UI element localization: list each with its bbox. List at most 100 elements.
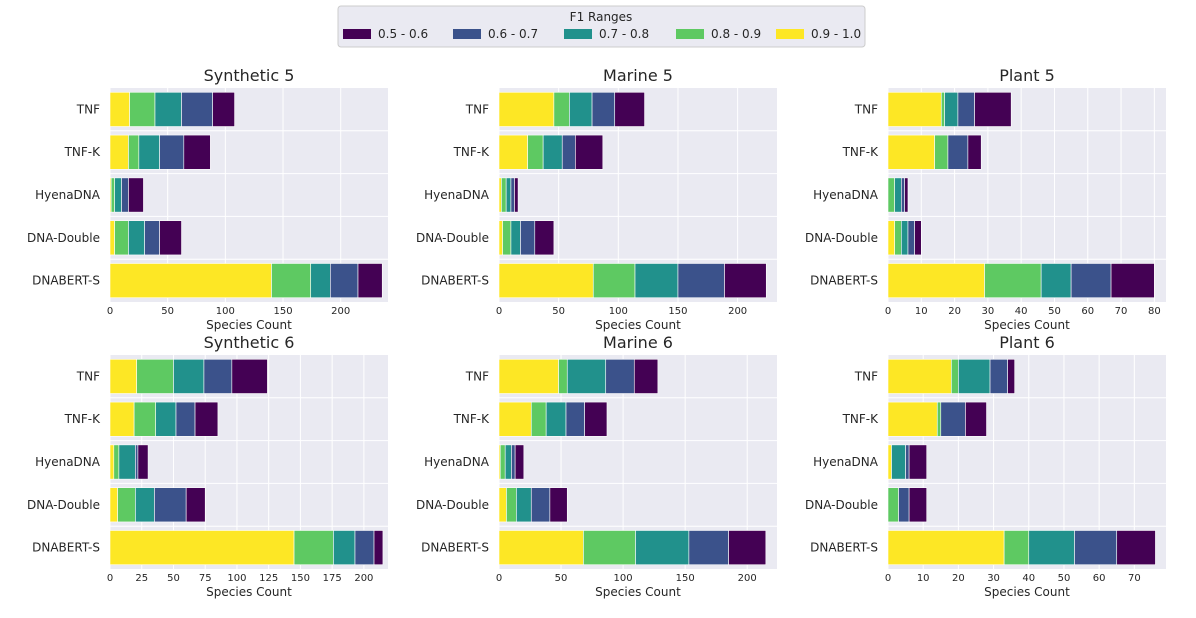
legend-swatch [564, 29, 592, 39]
panel-title: Marine 6 [603, 333, 673, 352]
bar-segment [957, 91, 975, 127]
bar-segment [887, 177, 895, 213]
x-axis-label: Species Count [595, 318, 681, 332]
bar-segment [958, 358, 991, 394]
bar-segment [894, 177, 902, 213]
legend-label: 0.6 - 0.7 [488, 27, 538, 41]
bar-segment [109, 530, 295, 566]
category-label: TNF-K [453, 412, 491, 426]
bar-segment [1070, 263, 1112, 299]
x-axis-label: Species Count [206, 318, 292, 332]
bar-segment [1074, 530, 1118, 566]
bar-segment [511, 444, 516, 480]
x-tick-label: 200 [728, 306, 747, 317]
legend-entry: 0.8 - 0.9 [676, 27, 761, 41]
legend-swatch [776, 29, 804, 39]
panel: TNF TNF-K HyenaDNA DNA-Double DNABERT-S 0 50 10… [27, 66, 388, 332]
bar-segment [951, 358, 959, 394]
bar-segment [154, 91, 182, 127]
bar-segment [510, 220, 521, 256]
x-tick-label: 70 [1115, 306, 1128, 317]
bar-segment [677, 263, 725, 299]
category-label: DNA-Double [27, 231, 100, 245]
bar-segment [514, 444, 525, 480]
bar-segment [514, 177, 519, 213]
bar-segment [498, 177, 502, 213]
panel: TNF TNF-K HyenaDNA DNA-Double DNABERT-S 0 10 20… [805, 66, 1166, 332]
x-tick-label: 50 [555, 573, 568, 584]
bar-segment [530, 401, 547, 437]
bar-segment [908, 444, 928, 480]
bar-segment [498, 401, 532, 437]
x-tick-label: 50 [1048, 306, 1061, 317]
bar-segment [194, 401, 219, 437]
bar-segment [887, 91, 942, 127]
bar-segment [901, 177, 905, 213]
bar-segment [887, 263, 985, 299]
category-label: TNF-K [842, 145, 880, 159]
bar-segment [545, 401, 567, 437]
bar-segment [542, 134, 563, 170]
x-tick-label: 0 [496, 573, 502, 584]
bar-segment [520, 220, 536, 256]
x-axis-label: Species Count [984, 585, 1070, 599]
legend-entry: 0.5 - 0.6 [343, 27, 428, 41]
category-label: TNF-K [453, 145, 491, 159]
category-label: HyenaDNA [35, 455, 101, 469]
legend-swatch [676, 29, 704, 39]
x-tick-label: 0 [885, 573, 891, 584]
bar-segment [891, 444, 906, 480]
bar-segment [566, 358, 607, 394]
panel-title: Plant 6 [999, 333, 1055, 352]
bar-segment [357, 263, 383, 299]
bar-segment [914, 220, 922, 256]
bar-segment [113, 444, 120, 480]
bar-segment [936, 401, 942, 437]
bar-segment [887, 401, 938, 437]
bar-segment [354, 530, 375, 566]
bar-segment [498, 487, 507, 523]
bar-segment [553, 91, 570, 127]
bar-segment [565, 401, 585, 437]
bar-segment [974, 91, 1012, 127]
category-label: TNF [465, 102, 489, 116]
bar-segment [905, 444, 910, 480]
bar-segment [504, 444, 512, 480]
bar-segment [203, 358, 233, 394]
bar-segment [1028, 530, 1075, 566]
category-label: HyenaDNA [813, 455, 879, 469]
bar-segment [887, 358, 952, 394]
category-label: HyenaDNA [813, 188, 879, 202]
bar-segment [558, 358, 568, 394]
category-label: DNABERT-S [810, 274, 878, 288]
bar-segment [887, 220, 895, 256]
bar-segment [135, 444, 139, 480]
bar-segment [898, 487, 910, 523]
legend-label: 0.5 - 0.6 [378, 27, 428, 41]
bar-segment [109, 358, 137, 394]
bar-segment [583, 530, 636, 566]
bar-segment [498, 91, 555, 127]
bar-segment [534, 220, 555, 256]
bar-segment [498, 530, 584, 566]
bar-segment [231, 358, 268, 394]
bar-segment [635, 530, 690, 566]
bar-segment [887, 530, 1005, 566]
panel: TNF TNF-K HyenaDNA DNA-Double DNABERT-S 0 10 20… [805, 333, 1166, 599]
bar-segment [510, 177, 515, 213]
category-label: HyenaDNA [424, 188, 490, 202]
bar-segment [505, 177, 512, 213]
bar-segment [109, 263, 272, 299]
bar-segment [984, 263, 1042, 299]
x-tick-label: 75 [199, 573, 212, 584]
bar-segment [118, 444, 136, 480]
bar-segment [907, 220, 915, 256]
legend-swatch [453, 29, 481, 39]
bar-segment [498, 358, 559, 394]
x-tick-label: 20 [948, 306, 961, 317]
bar-segment [724, 263, 767, 299]
bar-segment [333, 530, 356, 566]
bar-segment [154, 487, 187, 523]
bar-segment [135, 487, 155, 523]
x-tick-label: 30 [987, 573, 1000, 584]
